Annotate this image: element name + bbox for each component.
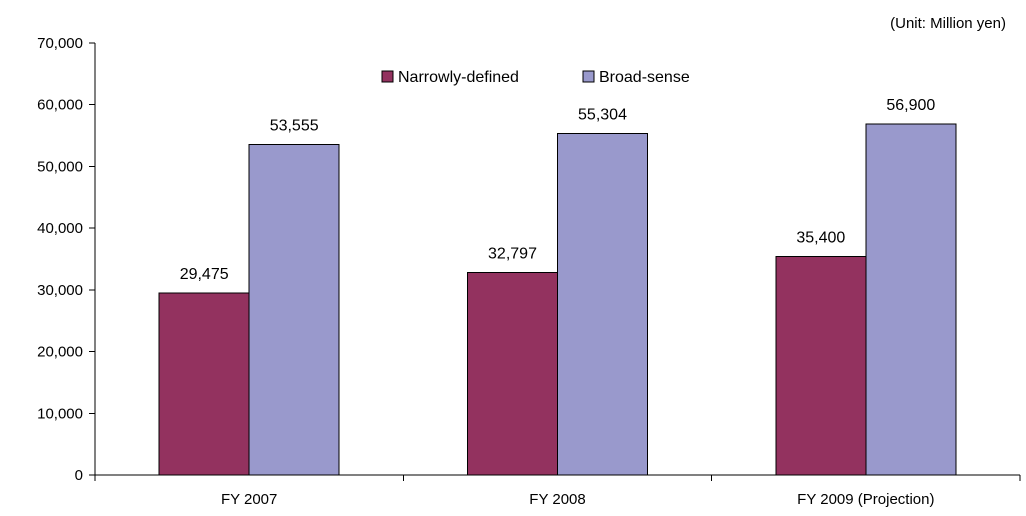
legend: Narrowly-defined Broad-sense [381, 69, 690, 86]
legend-label-narrowly-defined: Narrowly-defined [398, 69, 519, 86]
bars [158, 123, 957, 476]
data-label-broad-sense: 55,304 [578, 107, 627, 124]
data-label-broad-sense: 53,555 [270, 117, 319, 134]
legend-swatch-narrowly-defined [381, 70, 394, 83]
bar-narrowly-defined [775, 256, 867, 476]
data-label-narrowly-defined: 35,400 [796, 230, 845, 247]
data-labels: 29,475 53,555 32,797 55,304 35,400 56,900 [180, 97, 936, 283]
y-tick-label: 40,000 [37, 220, 83, 237]
y-tick-label: 50,000 [37, 158, 83, 175]
y-tick-label: 20,000 [37, 344, 83, 361]
y-tick-label: 0 [75, 467, 83, 484]
y-tick-label: 10,000 [37, 405, 83, 422]
y-axis-ticks: 0 10,000 20,000 30,000 40,000 50,000 60,000 70,… [37, 35, 95, 484]
legend-label-broad-sense: Broad-sense [599, 69, 690, 86]
unit-note: (Unit: Million yen) [890, 15, 1006, 32]
data-label-narrowly-defined: 29,475 [180, 266, 229, 283]
data-label-narrowly-defined: 32,797 [488, 246, 537, 263]
bar-narrowly-defined [158, 292, 250, 476]
data-label-broad-sense: 56,900 [886, 97, 935, 114]
bar-broad-sense [248, 143, 340, 476]
y-tick-label: 70,000 [37, 35, 83, 52]
category-label: FY 2009 (Projection) [797, 491, 934, 508]
category-label: FY 2007 [221, 491, 277, 508]
x-axis-category-labels: FY 2007 FY 2008 FY 2009 (Projection) [94, 475, 1021, 508]
category-label: FY 2008 [529, 491, 585, 508]
y-tick-label: 60,000 [37, 97, 83, 114]
legend-swatch-broad-sense [582, 70, 595, 83]
bar-broad-sense [557, 133, 648, 476]
y-tick-label: 30,000 [37, 282, 83, 299]
bar-broad-sense [865, 123, 957, 476]
bar-narrowly-defined [467, 272, 558, 476]
